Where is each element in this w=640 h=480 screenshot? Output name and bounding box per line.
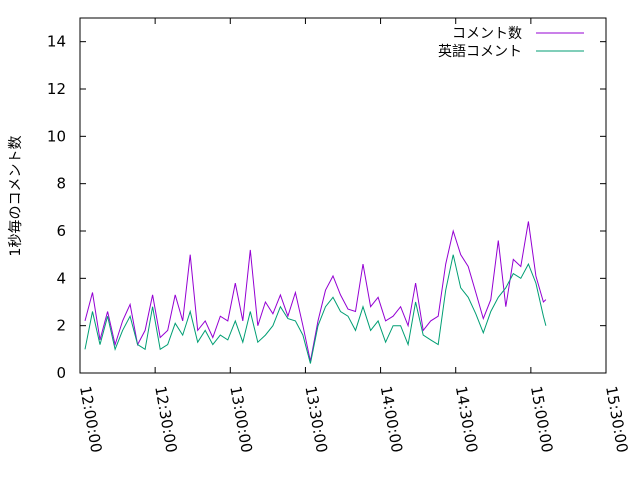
x-tick-label: 13:30:00 [301,385,330,454]
x-tick-label: 13:00:00 [226,385,255,454]
y-tick-label: 14 [47,33,66,51]
y-tick-label: 10 [47,127,66,145]
y-tick-label: 12 [47,80,66,98]
y-tick-label: 0 [56,364,66,382]
x-tick-label: 15:00:00 [527,385,556,454]
series-line-1 [84,221,547,362]
x-tick-label: 14:30:00 [452,385,481,454]
x-axis: 12:00:00 12:30:00 13:00:00 13:30:00 14:00:00… [76,18,631,454]
x-tick-label: 12:00:00 [76,385,105,454]
x-tick-label: 12:30:00 [151,385,180,454]
series-lines [84,221,547,364]
legend-label: 英語コメント [438,43,522,60]
y-tick-label: 4 [56,269,66,287]
y-axis-title: 1秒毎のコメント数 [8,136,24,257]
plot-area-frame [79,17,607,374]
x-tick-label: 15:30:00 [602,385,631,454]
y-tick-label: 8 [56,175,66,193]
series-line-2 [84,254,547,364]
x-tick-label: 14:00:00 [377,385,406,454]
legend-label: コメント数 [452,26,522,42]
y-tick-label: 2 [56,317,66,335]
y-tick-label: 6 [56,222,66,240]
y-axis: 0 2 4 6 8 10 12 14 [47,33,606,382]
